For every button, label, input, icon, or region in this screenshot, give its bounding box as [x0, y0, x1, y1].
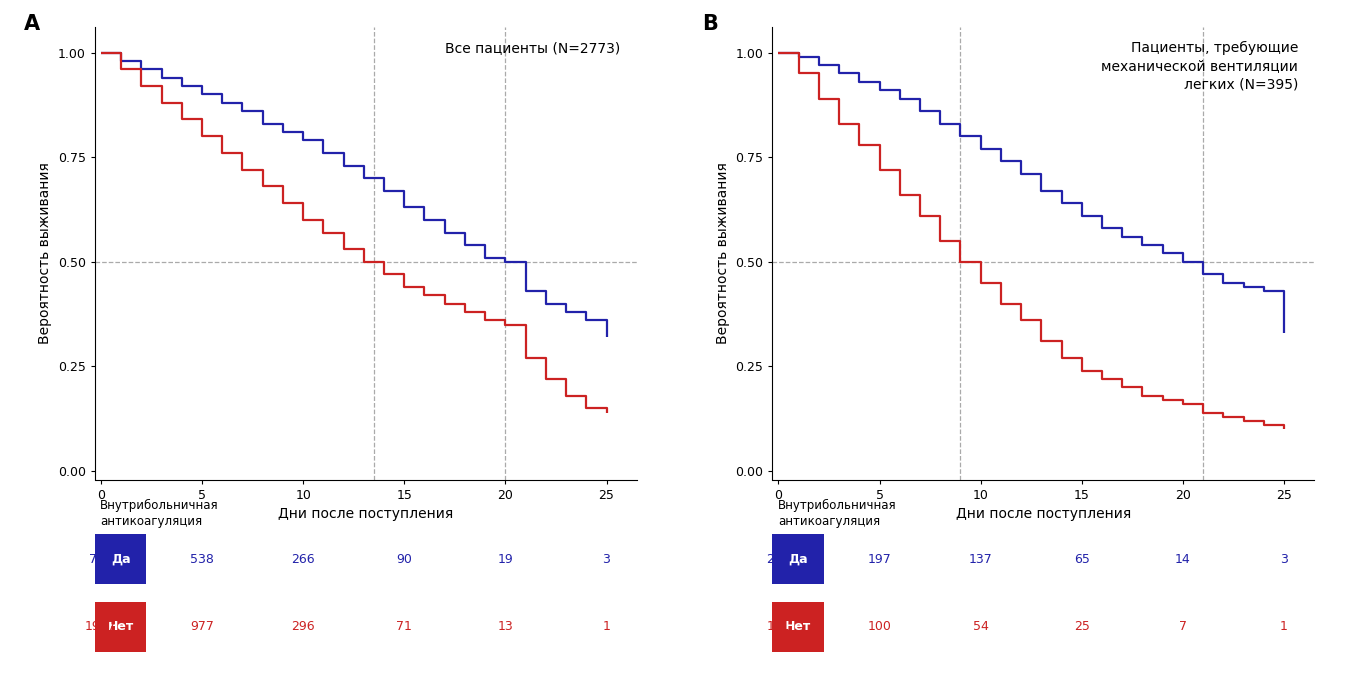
Text: 71: 71	[397, 621, 412, 633]
Text: 65: 65	[1075, 553, 1089, 566]
Text: 296: 296	[291, 621, 314, 633]
X-axis label: Дни после поступления: Дни после поступления	[278, 507, 454, 521]
Text: Внутрибольничная
антикоагуляция: Внутрибольничная антикоагуляция	[100, 499, 220, 527]
Text: 977: 977	[190, 621, 214, 633]
Text: 13: 13	[497, 621, 514, 633]
Text: 197: 197	[867, 553, 892, 566]
Text: 137: 137	[969, 553, 992, 566]
Text: 266: 266	[291, 553, 314, 566]
Y-axis label: Вероятность выживания: Вероятность выживания	[715, 162, 730, 345]
X-axis label: Дни после поступления: Дни после поступления	[955, 507, 1131, 521]
Text: 1: 1	[1280, 621, 1289, 633]
Text: 1987: 1987	[85, 621, 117, 633]
Text: Нет: Нет	[785, 621, 812, 633]
Text: 3: 3	[1280, 553, 1289, 566]
Text: Нет: Нет	[107, 621, 134, 633]
Text: 234: 234	[767, 553, 790, 566]
Text: 54: 54	[973, 621, 989, 633]
Text: 90: 90	[397, 553, 412, 566]
Text: Внутрибольничная
антикоагуляция: Внутрибольничная антикоагуляция	[778, 499, 897, 527]
Text: 14: 14	[1175, 553, 1191, 566]
Text: 100: 100	[867, 621, 892, 633]
Bar	[95, 602, 146, 651]
Text: 7: 7	[1179, 621, 1187, 633]
Y-axis label: Вероятность выживания: Вероятность выживания	[38, 162, 53, 345]
Text: 1: 1	[603, 621, 611, 633]
Text: В: В	[702, 14, 718, 34]
Bar	[95, 534, 146, 584]
Text: Да: Да	[789, 553, 808, 566]
Text: 786: 786	[89, 553, 112, 566]
Text: 19: 19	[497, 553, 514, 566]
Text: Все пациенты (N=2773): Все пациенты (N=2773)	[446, 41, 621, 55]
Text: Да: Да	[111, 553, 130, 566]
Text: 25: 25	[1075, 621, 1089, 633]
Text: Пациенты, требующие
механической вентиляции
легких (N=395): Пациенты, требующие механической вентиля…	[1102, 41, 1298, 92]
Text: 538: 538	[190, 553, 214, 566]
Bar	[772, 534, 824, 584]
Text: А: А	[24, 14, 41, 34]
Bar	[772, 602, 824, 651]
Text: 161: 161	[767, 621, 790, 633]
Text: 3: 3	[603, 553, 611, 566]
